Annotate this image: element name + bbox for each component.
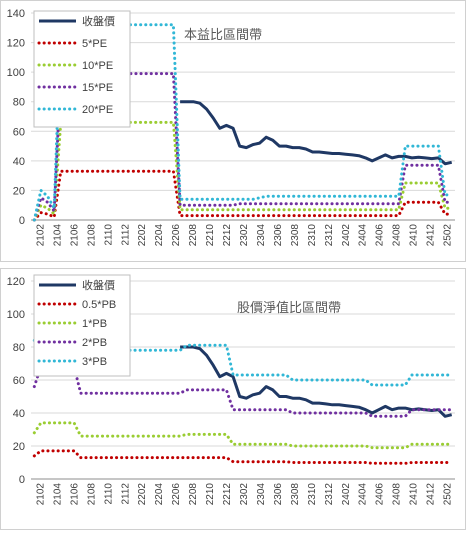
x-tick-label: 2202	[137, 483, 148, 506]
x-tick-label: 2408	[392, 483, 403, 506]
legend-label: 20*PE	[82, 104, 113, 116]
x-tick-label: 2310	[307, 224, 318, 247]
x-tick-label: 2110	[103, 483, 114, 505]
x-tick-label: 2502	[443, 224, 454, 247]
series-line-0	[180, 100, 453, 166]
x-tick-label: 2402	[341, 224, 352, 247]
y-tick-label: 80	[13, 342, 25, 354]
chart-title: 股價淨值比區間帶	[237, 300, 341, 315]
x-tick-label: 2204	[154, 483, 165, 506]
x-tick-label: 2306	[273, 483, 284, 506]
y-tick-label: 80	[13, 97, 25, 109]
series-line-0	[180, 345, 453, 418]
x-tick-label: 2406	[375, 224, 386, 247]
x-tick-label: 2102	[35, 224, 46, 247]
x-tick-label: 2404	[358, 483, 369, 506]
x-tick-label: 2410	[409, 483, 420, 506]
series-line-1	[32, 449, 454, 465]
x-tick-label: 2412	[426, 224, 437, 247]
x-tick-label: 2108	[86, 224, 97, 247]
x-tick-label: 2210	[205, 224, 216, 247]
x-tick-label: 2106	[69, 224, 80, 247]
y-tick-label: 0	[19, 474, 25, 486]
legend: 收盤價 0.5*PB 1*PB 2*PB 3*PB	[33, 274, 131, 377]
x-tick-label: 2104	[52, 224, 63, 247]
y-tick-label: 100	[7, 309, 25, 321]
series-line-2	[32, 421, 454, 450]
legend-label: 2*PB	[82, 337, 107, 349]
pb-band-chart: 0 20 40 60 80 100 120 2102 2104 2106 2108 2110 2112 2…	[7, 274, 455, 506]
series-line-3	[32, 365, 454, 418]
y-tick-label: 0	[19, 215, 25, 227]
legend-label: 1*PB	[82, 318, 107, 330]
y-tick-label: 60	[13, 126, 25, 138]
y-tick-label: 60	[13, 375, 25, 387]
legend: 收盤價 5*PE 10*PE 15*PE 20*PE	[33, 10, 131, 128]
x-tick-label: 2410	[409, 224, 420, 247]
x-tick-label: 2206	[171, 224, 182, 247]
x-tick-label: 2412	[426, 483, 437, 506]
legend-label: 0.5*PB	[82, 299, 116, 311]
x-tick-label: 2312	[324, 483, 335, 506]
x-tick-label: 2502	[443, 483, 454, 506]
x-tick-label: 2402	[341, 483, 352, 506]
x-tick-label: 2304	[256, 483, 267, 506]
x-tick-label: 2404	[358, 224, 369, 247]
x-tick-label: 2102	[35, 483, 46, 506]
legend-box	[33, 274, 131, 377]
y-tick-label: 140	[7, 8, 25, 20]
pb-band-chart-panel: 0 20 40 60 80 100 120 2102 2104 2106 2108 2110 2112 2…	[0, 268, 466, 530]
x-tick-label: 2110	[103, 224, 114, 246]
x-tick-label: 2112	[120, 224, 131, 246]
x-tick-label: 2302	[239, 483, 250, 506]
legend-label: 5*PE	[82, 38, 107, 50]
chart-title: 本益比區間帶	[184, 27, 262, 42]
y-tick-label: 20	[13, 441, 25, 453]
y-tick-label: 40	[13, 156, 25, 168]
x-tick-label: 2408	[392, 224, 403, 247]
x-tick-label: 2112	[120, 483, 131, 505]
x-tick-label: 2302	[239, 224, 250, 247]
x-tick-label: 2212	[222, 224, 233, 247]
x-tick-label: 2104	[52, 483, 63, 506]
series-line-1	[32, 169, 454, 222]
x-tick-label: 2108	[86, 483, 97, 506]
y-tick-label: 40	[13, 408, 25, 420]
x-tick-label: 2202	[137, 224, 148, 247]
x-tick-label: 2306	[273, 224, 284, 247]
x-tick-label: 2208	[188, 483, 199, 506]
x-tick-label: 2106	[69, 483, 80, 506]
pe-band-chart: 0 20 40 60 80 100 120 140 2102 2104 2106 2108 2110 21…	[7, 8, 455, 247]
legend-label: 15*PE	[82, 82, 113, 94]
x-tick-label: 2308	[290, 483, 301, 506]
pe-band-chart-panel: 0 20 40 60 80 100 120 140 2102 2104 2106 2108 2110 21…	[0, 0, 466, 262]
x-tick-label: 2208	[188, 224, 199, 247]
legend-label: 收盤價	[82, 14, 115, 28]
x-tick-label: 2206	[171, 483, 182, 506]
x-tick-label: 2310	[307, 483, 318, 506]
x-tick-label: 2210	[205, 483, 216, 506]
y-tick-label: 120	[7, 38, 25, 50]
legend-label: 10*PE	[82, 60, 113, 72]
x-tick-label: 2304	[256, 224, 267, 247]
legend-label: 收盤價	[82, 278, 115, 292]
x-tick-label: 2212	[222, 483, 233, 506]
y-tick-label: 120	[7, 276, 25, 288]
y-tick-label: 20	[13, 185, 25, 197]
x-tick-label: 2406	[375, 483, 386, 506]
x-tick-label: 2312	[324, 224, 335, 247]
y-tick-label: 100	[7, 67, 25, 79]
legend-label: 3*PB	[82, 356, 107, 368]
x-tick-label: 2204	[154, 224, 165, 247]
legend-box	[33, 10, 131, 128]
x-tick-label: 2308	[290, 224, 301, 247]
